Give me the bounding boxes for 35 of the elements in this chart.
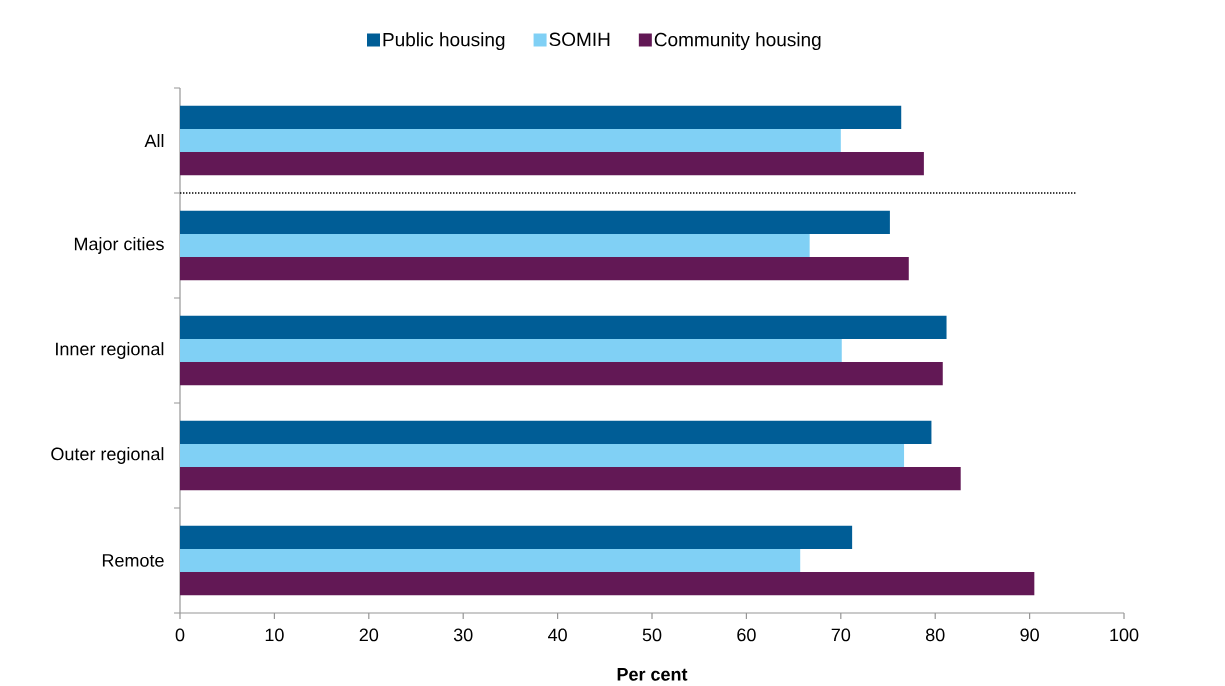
bar (180, 420, 932, 444)
bar (180, 572, 1035, 596)
x-tick-label: 10 (265, 628, 284, 642)
x-tick-label: 100 (1110, 628, 1139, 642)
x-tick-label: 40 (548, 628, 567, 642)
x-axis-title: Per cent (617, 668, 688, 681)
x-tick-label: 90 (1020, 628, 1039, 642)
bar (180, 525, 853, 549)
x-tick-label: 50 (642, 628, 662, 642)
bar (180, 443, 905, 468)
x-tick-label: 20 (359, 628, 379, 642)
y-tick-label: All (144, 133, 164, 148)
x-tick-label: 70 (831, 628, 851, 642)
x-tick-label: 30 (453, 628, 473, 642)
bar (180, 362, 943, 386)
legend-label: Community housing (654, 32, 821, 51)
bar (180, 548, 801, 573)
y-tick-label: Major cities (74, 237, 164, 254)
y-tick-label: Outer regional (51, 447, 164, 464)
bar (180, 105, 902, 129)
x-tick-label: 80 (925, 628, 945, 642)
bar (180, 128, 841, 153)
bar (180, 210, 890, 234)
y-tick-label: Remote (102, 554, 164, 567)
legend-label: Public housing (383, 32, 505, 51)
bar (180, 257, 909, 281)
x-tick-label: 0 (175, 628, 185, 642)
bar (180, 467, 961, 491)
bar (180, 315, 947, 339)
bar (180, 338, 842, 363)
bar (180, 233, 810, 258)
bar (180, 152, 924, 176)
legend-label: SOMIH (549, 32, 610, 47)
x-tick-label: 60 (737, 628, 756, 642)
y-tick-label: Inner regional (56, 342, 164, 359)
